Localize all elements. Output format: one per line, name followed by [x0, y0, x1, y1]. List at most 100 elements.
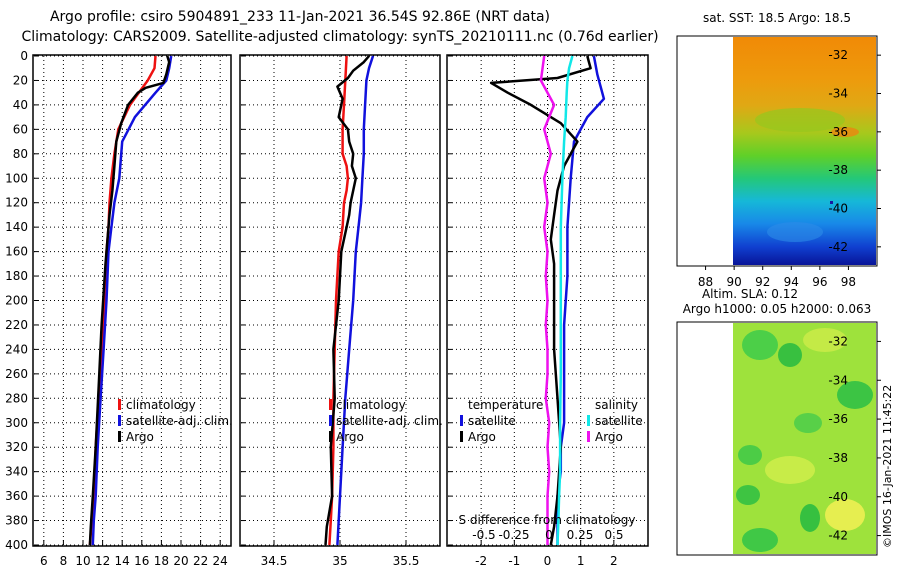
lat-tick-label: -32 [828, 334, 848, 348]
secondary-tick-label: -0.25 [498, 528, 529, 542]
lat-tick-label: -34 [828, 373, 848, 387]
depth-tick-label: 100 [5, 171, 28, 185]
figure-subtitle: Climatology: CARS2009. Satellite-adjuste… [21, 29, 658, 45]
x-tick-label: 6 [40, 554, 48, 568]
depth-tick-label: 0 [20, 49, 28, 63]
legend-swatch-temp-argo [460, 431, 463, 442]
depth-tick-label: 140 [5, 220, 28, 234]
depth-tick-label: 60 [13, 122, 28, 136]
legend-label-climatology: climatology [126, 398, 196, 412]
depth-tick-label: 300 [5, 416, 28, 430]
legend-label-sal-satellite: satellite [595, 414, 643, 428]
x-tick-label: -1 [508, 554, 520, 568]
depth-tick-label: 400 [5, 538, 28, 552]
salinity-series [324, 55, 375, 546]
legend-heading-temperature: temperature [468, 398, 543, 412]
depth-tick-label: 80 [13, 147, 28, 161]
copyright-credit: ©IMOS 16-Jan-2021 11:45:22 [881, 385, 894, 548]
lon-tick-label: 94 [784, 275, 799, 289]
depth-tick-label: 340 [5, 465, 28, 479]
lon-tick-label: 98 [841, 275, 856, 289]
sst-map-title: sat. SST: 18.5 Argo: 18.5 [703, 11, 851, 25]
secondary-tick-label: -0.5 [472, 528, 495, 542]
sla-blob [837, 381, 873, 409]
depth-tick-label: 360 [5, 489, 28, 503]
legend-label-climatology: climatology [336, 398, 406, 412]
lat-tick-label: -42 [828, 240, 848, 254]
sla-blob [736, 485, 760, 505]
sla-map-title-line1: Altim. SLA: 0.12 [702, 287, 798, 301]
x-tick-label: 35.5 [393, 554, 420, 568]
temperature-x-tick-labels: 6 8 10 12 14 16 18 20 22 24 [40, 554, 228, 568]
lon-tick-label: 92 [755, 275, 770, 289]
x-tick-label: 2 [610, 554, 618, 568]
x-tick-label: 24 [213, 554, 228, 568]
difference-secondary-tick-labels: -0.5 -0.25 0 0.25 0.5 [472, 528, 623, 542]
difference-legend: temperature satellite Argo salinity sate… [460, 398, 643, 444]
sla-blob [765, 456, 815, 484]
depth-tick-label: 380 [5, 514, 28, 528]
sla-blob [825, 499, 865, 531]
x-tick-label: 20 [173, 554, 188, 568]
sst-map-lat-labels: -32 -34 -36 -38 -40 -42 [828, 48, 881, 254]
depth-axis-labels: 0 20 40 60 80 100 120 140 160 180 200 220 240 260 280 3… [5, 49, 28, 552]
sst-map-eddy [767, 222, 823, 242]
temperature-series [88, 55, 173, 546]
series-line-satellite-adj-clim- [336, 55, 375, 546]
legend-swatch-satellite-adj [329, 415, 332, 426]
series-line-argo [324, 55, 370, 546]
secondary-tick-label: 0 [545, 528, 553, 542]
depth-tick-label: 120 [5, 196, 28, 210]
legend-label-sal-argo: Argo [595, 430, 623, 444]
sla-map-lat-labels: -32 -34 -36 -38 -40 -42 [828, 334, 881, 543]
secondary-tick-label: 0.5 [604, 528, 623, 542]
depth-tick-label: 260 [5, 367, 28, 381]
series-line-satellite-adj-clim- [91, 55, 173, 546]
legend-label-argo: Argo [336, 430, 364, 444]
x-tick-label: 34.5 [261, 554, 288, 568]
salinity-legend: climatology satellite-adj. clim. Argo [329, 398, 443, 444]
salinity-grid [241, 55, 439, 546]
x-tick-label: 14 [115, 554, 130, 568]
legend-label-satellite-adj: satellite-adj. clim. [336, 414, 443, 428]
sla-blob [742, 330, 778, 360]
depth-tick-label: 160 [5, 245, 28, 259]
series-line-salinity-satellite [556, 55, 574, 546]
x-tick-label: 35 [332, 554, 347, 568]
legend-swatch-argo [118, 431, 121, 442]
legend-label-argo: Argo [126, 430, 154, 444]
legend-swatch-sal-satellite [587, 415, 590, 426]
depth-tick-label: 320 [5, 440, 28, 454]
lat-tick-label: -34 [828, 87, 848, 101]
difference-series [489, 55, 606, 546]
sst-map-cool-patch [755, 108, 845, 132]
sst-map-lon-labels: 88 90 92 94 96 98 [698, 266, 856, 289]
legend-swatch-temp-satellite [460, 415, 463, 426]
x-tick-label: -2 [475, 554, 487, 568]
sla-blob [742, 528, 778, 552]
legend-heading-salinity: salinity [595, 398, 638, 412]
lon-tick-label: 96 [812, 275, 827, 289]
lat-tick-label: -36 [828, 412, 848, 426]
x-tick-label: 22 [193, 554, 208, 568]
sst-argo-marker [830, 201, 833, 204]
legend-label-satellite-adj: satellite-adj. clim. [126, 414, 233, 428]
series-line-salinity-argo [539, 55, 556, 545]
figure-title: Argo profile: csiro 5904891_233 11-Jan-2… [50, 9, 550, 25]
x-tick-label: 12 [95, 554, 110, 568]
legend-swatch-sal-argo [587, 431, 590, 442]
lat-tick-label: -36 [828, 125, 848, 139]
lon-tick-label: 90 [727, 275, 742, 289]
lat-tick-label: -32 [828, 48, 848, 62]
secondary-tick-label: 0.25 [567, 528, 594, 542]
legend-swatch-climatology [329, 399, 332, 410]
lat-tick-label: -42 [828, 529, 848, 543]
x-tick-label: 0 [544, 554, 552, 568]
sla-blob [800, 504, 820, 532]
difference-x-tick-labels: -2 -1 0 1 2 [475, 554, 617, 568]
sla-blob [778, 343, 802, 367]
depth-tick-label: 220 [5, 318, 28, 332]
lat-tick-label: -40 [828, 202, 848, 216]
legend-swatch-argo [329, 431, 332, 442]
lat-tick-label: -40 [828, 490, 848, 504]
